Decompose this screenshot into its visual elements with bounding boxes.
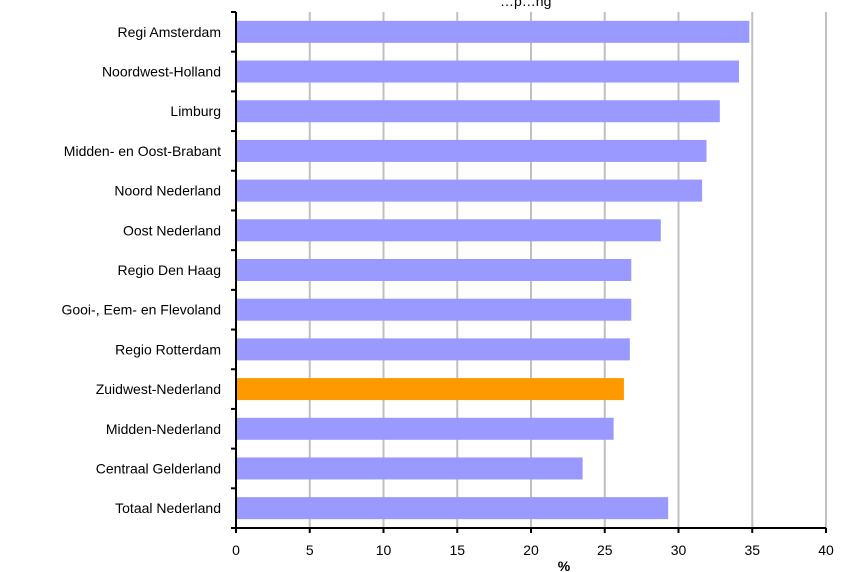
- x-tick-label: 5: [306, 542, 314, 558]
- chart-title: …p…ng: [500, 0, 551, 9]
- x-axis-label: %: [558, 558, 571, 572]
- category-label: Regio Den Haag: [117, 262, 221, 278]
- bar: [236, 457, 583, 480]
- category-label: Noord Nederland: [114, 183, 221, 199]
- x-axis: 0 5 10 15 20 25 30 35 40: [232, 527, 834, 558]
- category-label: Zuidwest-Nederland: [96, 381, 221, 397]
- bar: [236, 378, 624, 401]
- bar: [236, 139, 707, 162]
- bar: [236, 497, 669, 520]
- bar: [236, 219, 661, 242]
- category-label: Noordwest-Holland: [102, 64, 221, 80]
- bar: [236, 298, 632, 321]
- bars: [236, 20, 750, 520]
- y-axis: Regi Amsterdam Noordwest-Holland Limburg Mi…: [61, 11, 237, 529]
- bar: [236, 20, 750, 43]
- x-tick-label: 25: [597, 542, 613, 558]
- category-label: Midden- en Oost-Brabant: [64, 143, 221, 159]
- bar: [236, 259, 632, 281]
- bar: [236, 179, 703, 202]
- x-tick-label: 30: [671, 542, 687, 558]
- category-label: Gooi-, Eem- en Flevoland: [61, 302, 221, 318]
- bar: [236, 338, 630, 361]
- category-label: Midden-Nederland: [106, 421, 221, 437]
- bar: [236, 100, 720, 123]
- x-tick-label: 0: [232, 542, 240, 558]
- category-label: Regio Rotterdam: [115, 341, 221, 357]
- bar: [236, 60, 739, 83]
- category-label: Totaal Nederland: [115, 500, 221, 516]
- category-label: Regi Amsterdam: [118, 24, 221, 40]
- category-label: Centraal Gelderland: [96, 460, 221, 476]
- x-tick-label: 10: [376, 542, 392, 558]
- x-tick-label: 15: [449, 542, 465, 558]
- category-label: Limburg: [170, 103, 221, 119]
- category-label: Oost Nederland: [123, 222, 221, 238]
- x-tick-label: 20: [523, 542, 539, 558]
- bar: [236, 417, 614, 440]
- x-tick-label: 40: [818, 542, 834, 558]
- x-tick-label: 35: [744, 542, 760, 558]
